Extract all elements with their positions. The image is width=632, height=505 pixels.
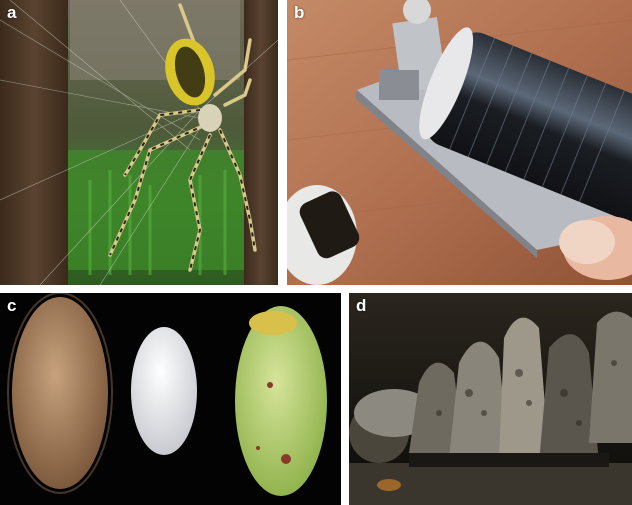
photo-panel-a: a [0, 0, 278, 285]
photo-panel-d: d [349, 293, 632, 505]
photo-panel-c: c [0, 293, 341, 505]
reeling-device-photo [287, 0, 632, 285]
cocoons-photo [0, 293, 341, 505]
panel-label-b: b [294, 3, 305, 22]
panel-label-c: c [7, 296, 17, 315]
photo-panel-b: b [287, 0, 632, 285]
barnacles-photo [349, 293, 632, 505]
spider-photo [0, 0, 278, 285]
panel-label-a: a [7, 3, 17, 22]
panel-label-d: d [356, 296, 367, 315]
